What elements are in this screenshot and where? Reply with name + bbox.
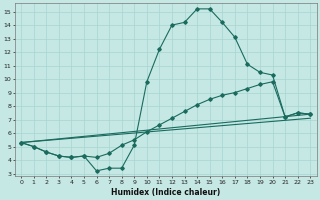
- X-axis label: Humidex (Indice chaleur): Humidex (Indice chaleur): [111, 188, 220, 197]
